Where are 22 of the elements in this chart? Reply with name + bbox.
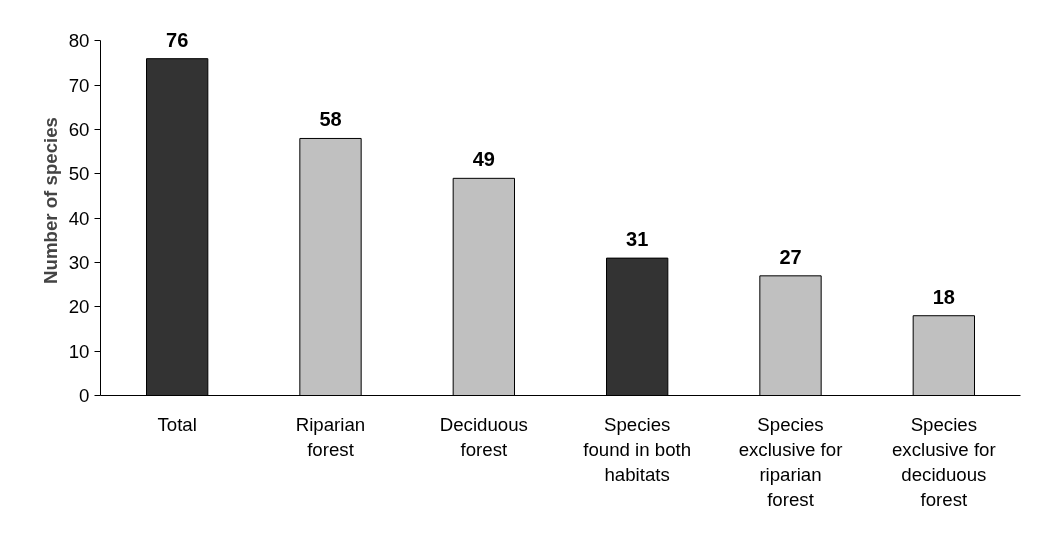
- y-tick-label: 10: [68, 340, 90, 362]
- y-tick-label: 80: [68, 30, 90, 52]
- data-label: 49: [472, 148, 495, 171]
- data-label: 58: [319, 108, 342, 131]
- data-label: 27: [779, 245, 802, 268]
- x-tick-label: Species exclusive for deciduous forest: [891, 413, 996, 511]
- y-tick-label: 60: [68, 119, 90, 141]
- x-tick-label: Riparian forest: [295, 413, 366, 460]
- x-tick-label: Total: [157, 413, 197, 435]
- x-tick-label: Species found in both habitats: [583, 413, 692, 485]
- data-label: 31: [626, 228, 649, 251]
- y-tick-label: 20: [68, 296, 90, 318]
- y-tick-label: 70: [68, 74, 90, 96]
- data-label: 76: [166, 28, 189, 51]
- y-tick-label: 50: [68, 163, 90, 185]
- x-tick-label: Species exclusive for riparian forest: [738, 413, 843, 511]
- y-tick-label: 30: [68, 252, 90, 274]
- y-tick-label: 0: [79, 385, 90, 406]
- x-tick-label: Deciduous forest: [439, 413, 528, 460]
- y-tick-label: 40: [68, 207, 90, 229]
- y-axis-title: Number of species: [39, 117, 61, 284]
- data-label: 18: [932, 285, 955, 308]
